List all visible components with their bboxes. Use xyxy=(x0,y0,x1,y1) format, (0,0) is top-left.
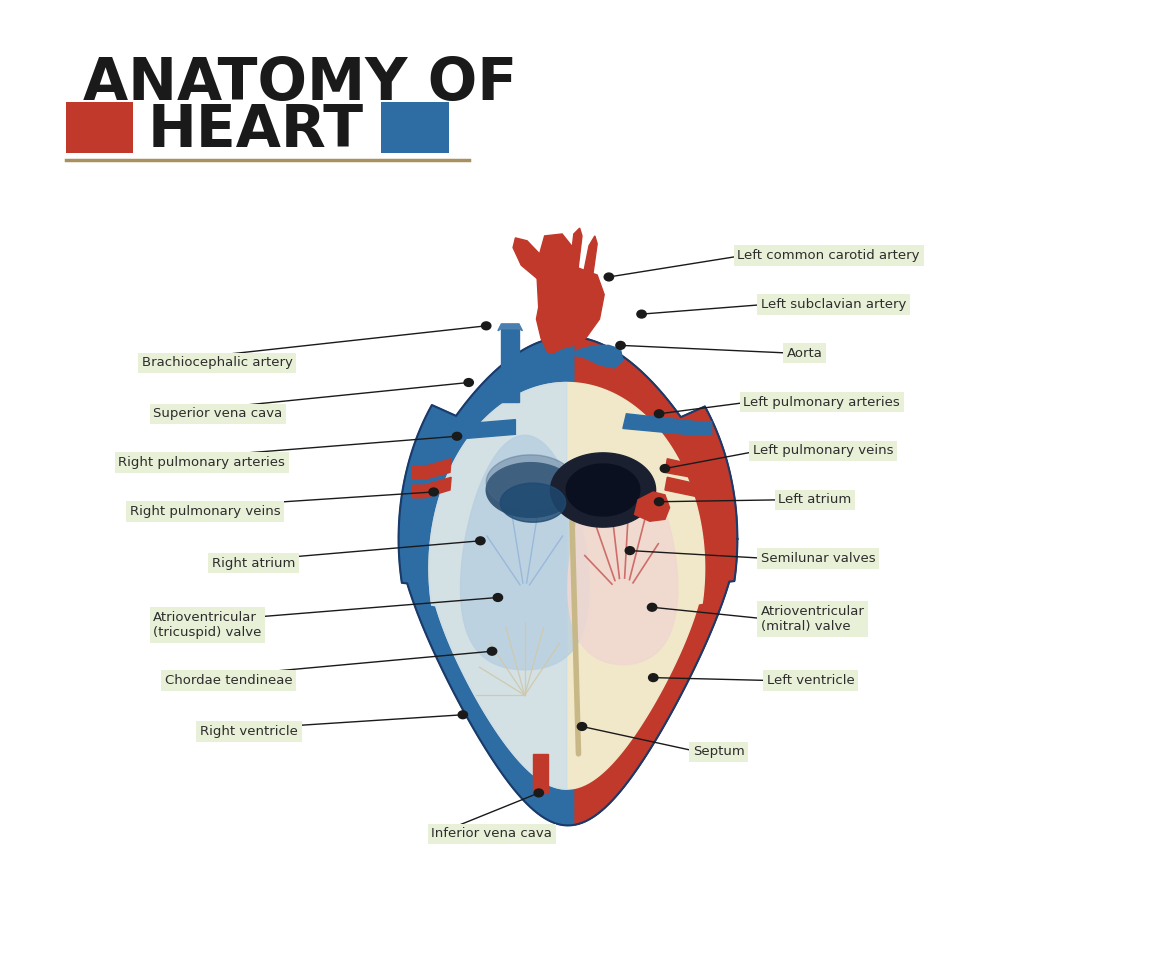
Circle shape xyxy=(637,311,646,318)
Text: Right pulmonary veins: Right pulmonary veins xyxy=(130,505,281,518)
Circle shape xyxy=(655,498,664,506)
Polygon shape xyxy=(623,414,712,435)
Text: HEART: HEART xyxy=(148,102,363,159)
Circle shape xyxy=(649,673,658,681)
Polygon shape xyxy=(568,460,678,664)
Circle shape xyxy=(429,488,438,496)
Text: Atrioventricular
(mitral) valve: Atrioventricular (mitral) valve xyxy=(761,605,864,633)
Polygon shape xyxy=(486,455,575,510)
Text: Septum: Septum xyxy=(693,746,745,759)
Circle shape xyxy=(458,710,467,718)
Polygon shape xyxy=(665,459,714,479)
Text: Left common carotid artery: Left common carotid artery xyxy=(738,249,920,262)
Text: Right pulmonary arteries: Right pulmonary arteries xyxy=(118,456,285,469)
Text: Brachiocephalic artery: Brachiocephalic artery xyxy=(142,357,293,369)
Text: Right atrium: Right atrium xyxy=(212,557,295,569)
Polygon shape xyxy=(536,234,574,353)
Circle shape xyxy=(625,547,635,555)
FancyBboxPatch shape xyxy=(381,102,448,153)
Polygon shape xyxy=(460,435,589,669)
Polygon shape xyxy=(513,238,548,295)
Circle shape xyxy=(475,537,485,545)
Circle shape xyxy=(616,341,625,349)
Polygon shape xyxy=(429,382,567,789)
Text: Aorta: Aorta xyxy=(787,347,822,360)
Polygon shape xyxy=(568,345,623,368)
Polygon shape xyxy=(583,236,597,277)
Circle shape xyxy=(487,648,497,656)
Circle shape xyxy=(452,432,461,440)
Text: Atrioventricular
(tricuspid) valve: Atrioventricular (tricuspid) valve xyxy=(153,611,261,639)
Polygon shape xyxy=(486,463,575,517)
Polygon shape xyxy=(665,477,714,498)
Text: Left pulmonary veins: Left pulmonary veins xyxy=(753,444,893,458)
Text: Left ventricle: Left ventricle xyxy=(767,674,855,687)
Text: Left subclavian artery: Left subclavian artery xyxy=(761,298,906,311)
Circle shape xyxy=(481,321,491,329)
Text: Inferior vena cava: Inferior vena cava xyxy=(431,827,553,841)
Circle shape xyxy=(655,410,664,417)
Polygon shape xyxy=(500,483,566,522)
Polygon shape xyxy=(550,453,656,527)
Polygon shape xyxy=(412,477,451,498)
Text: ANATOMY OF: ANATOMY OF xyxy=(83,55,518,112)
Circle shape xyxy=(493,594,502,602)
Text: Left pulmonary arteries: Left pulmonary arteries xyxy=(744,396,900,409)
Text: Right ventricle: Right ventricle xyxy=(200,725,297,738)
Polygon shape xyxy=(569,228,582,275)
Text: Chordae tendineae: Chordae tendineae xyxy=(165,674,293,687)
FancyBboxPatch shape xyxy=(66,102,133,153)
Polygon shape xyxy=(412,459,451,479)
Circle shape xyxy=(534,789,543,797)
Circle shape xyxy=(648,604,657,612)
Polygon shape xyxy=(635,492,670,521)
Circle shape xyxy=(660,465,670,472)
Polygon shape xyxy=(501,328,519,402)
Polygon shape xyxy=(398,336,738,825)
Polygon shape xyxy=(429,382,705,789)
Polygon shape xyxy=(567,464,639,516)
Text: Superior vena cava: Superior vena cava xyxy=(153,408,282,420)
Text: Semilunar valves: Semilunar valves xyxy=(761,552,876,564)
Polygon shape xyxy=(498,323,522,330)
Circle shape xyxy=(464,378,473,386)
Polygon shape xyxy=(536,268,604,353)
Text: Left atrium: Left atrium xyxy=(779,493,851,507)
Circle shape xyxy=(604,273,614,281)
Polygon shape xyxy=(533,754,548,793)
Circle shape xyxy=(577,722,587,730)
Polygon shape xyxy=(431,419,515,440)
Polygon shape xyxy=(574,337,738,825)
